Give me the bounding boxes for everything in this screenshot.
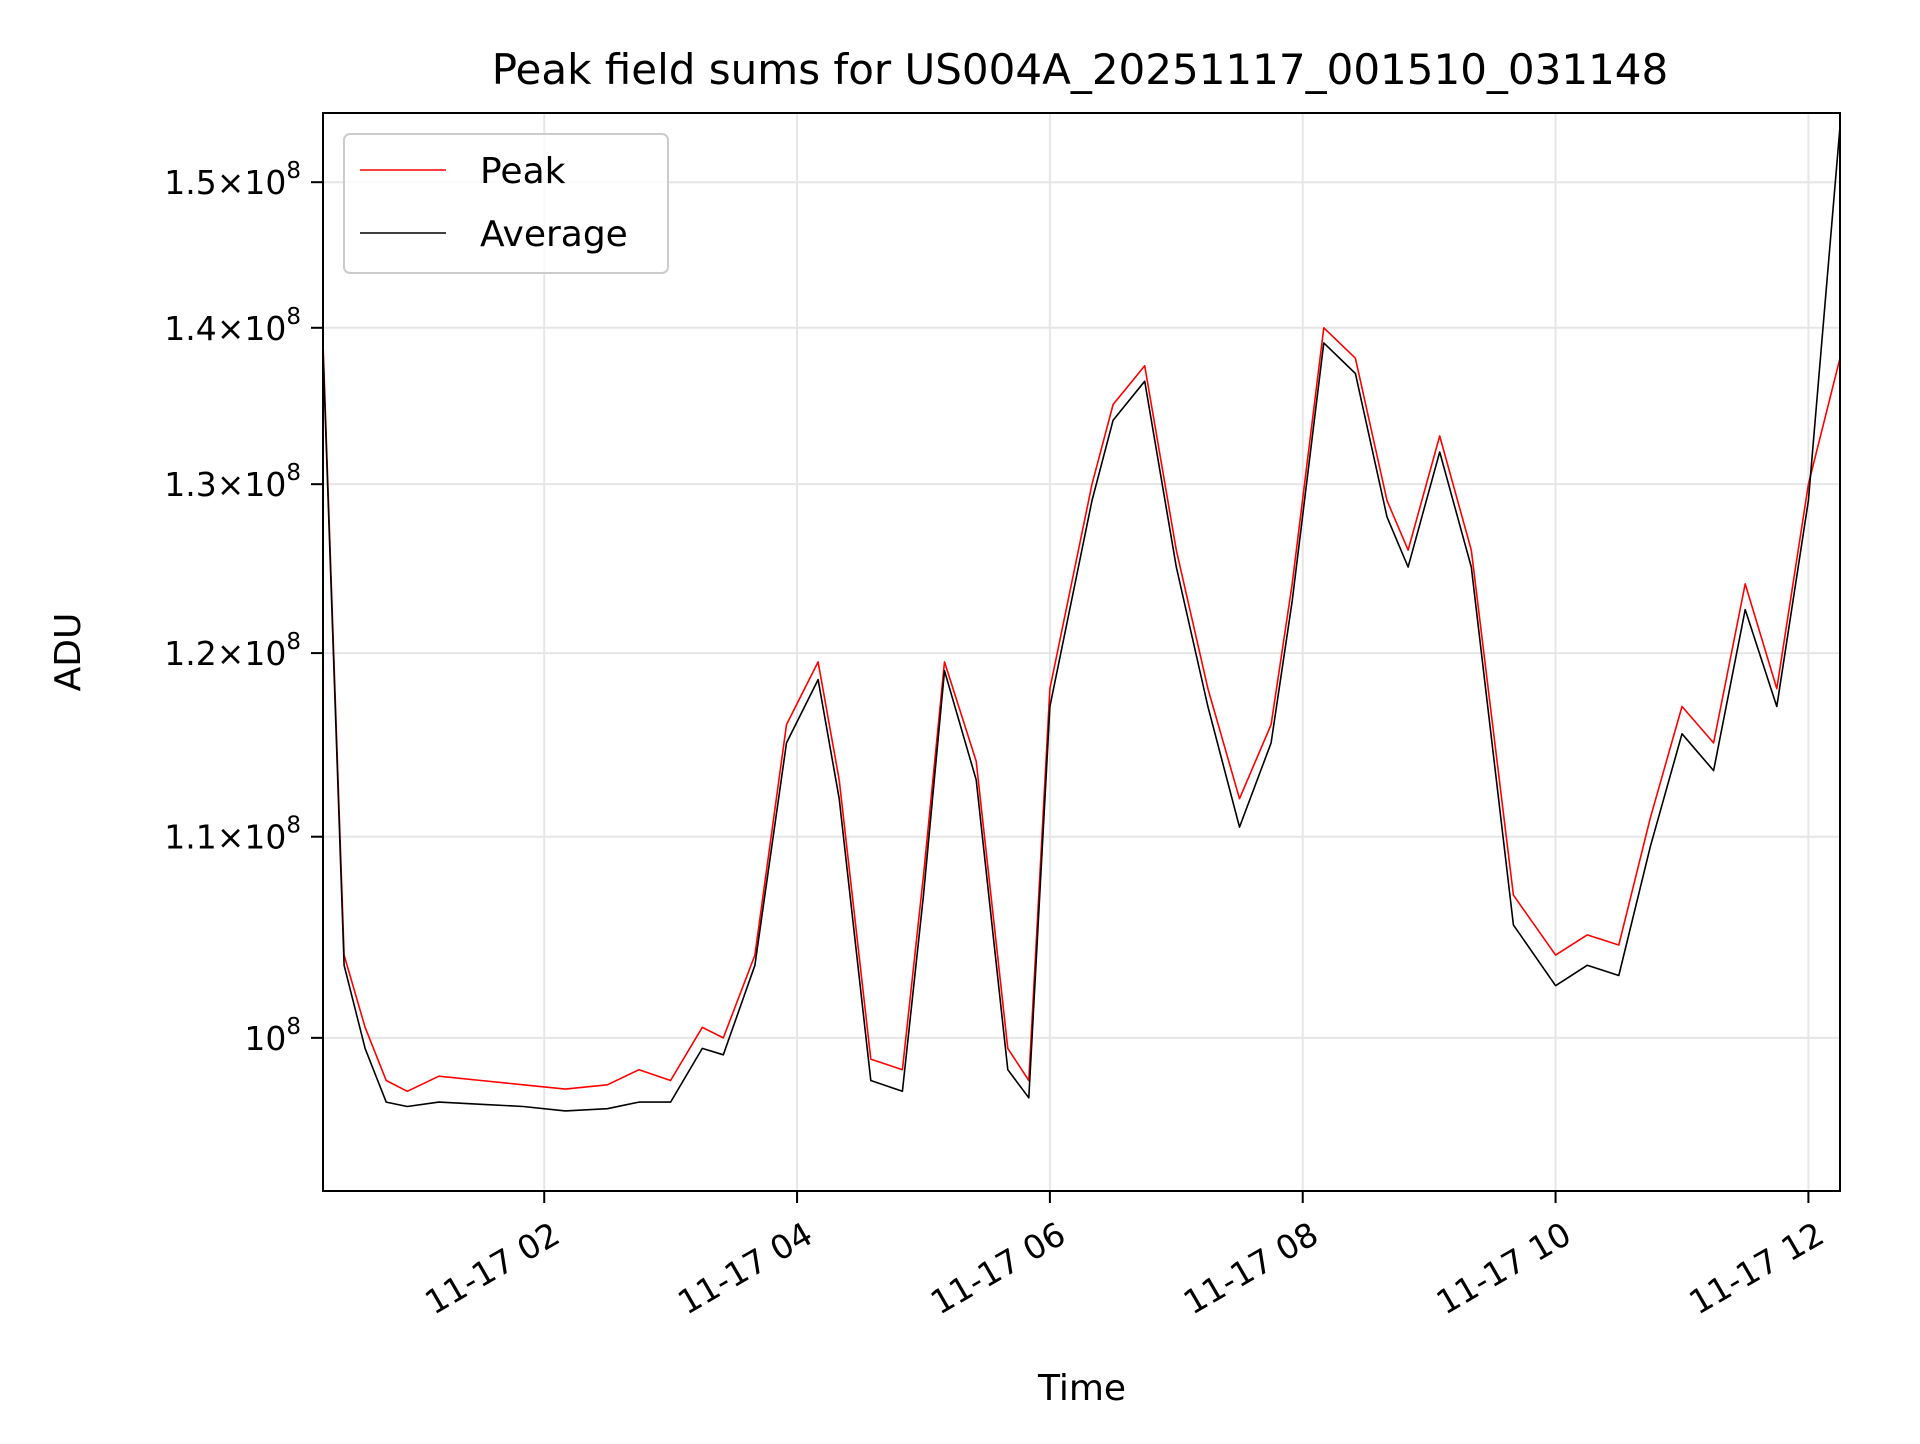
- y-axis-label: ADU: [48, 613, 89, 692]
- plot-frame: [322, 112, 1841, 1192]
- y-tick-label: 1.5×108: [164, 158, 301, 202]
- y-tick-label: 1.3×108: [164, 460, 301, 504]
- series-line-peak: [323, 326, 1840, 1093]
- series-line-average: [323, 126, 1840, 1112]
- y-axis-ticks: 108 1.1×108 1.2×108 1.3×108 1.4×108 1.5×108: [164, 158, 323, 1058]
- legend-label-average: Average: [480, 214, 628, 255]
- legend-label-peak: Peak: [480, 151, 566, 192]
- y-tick-label: 108: [244, 1014, 301, 1058]
- y-tick-label: 1.4×108: [164, 304, 301, 348]
- x-axis-label: Time: [1037, 1368, 1126, 1409]
- series-layer: [323, 126, 1840, 1112]
- legend: Peak Average: [343, 133, 669, 274]
- y-tick-label: 1.2×108: [164, 629, 301, 673]
- chart-title: Peak field sums for US004A_20251117_0015…: [492, 45, 1669, 94]
- legend-box: [343, 133, 669, 274]
- y-tick-label: 1.1×108: [164, 813, 301, 857]
